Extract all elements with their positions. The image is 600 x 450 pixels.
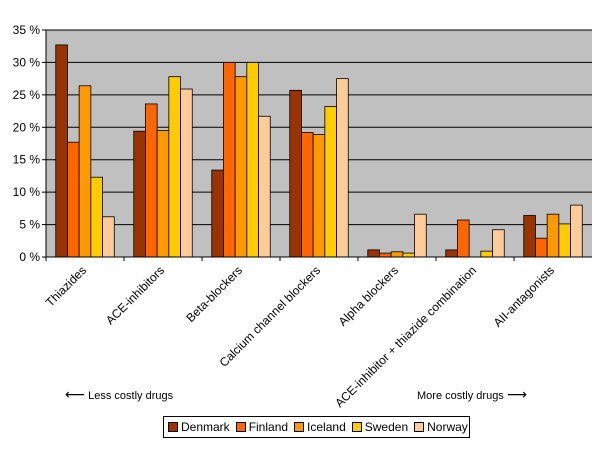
bar-denmark [523, 215, 536, 258]
bar-denmark [367, 249, 380, 258]
y-tick-label: 0 % [19, 250, 40, 264]
bar-denmark [55, 44, 68, 258]
bar-denmark [445, 249, 458, 258]
bar-denmark [133, 130, 146, 258]
bar-iceland [156, 130, 170, 258]
less-costly-note: ⟵ Less costly drugs [65, 386, 173, 403]
legend-item-iceland: Iceland [294, 420, 346, 434]
bar-iceland [312, 134, 326, 258]
legend-item-norway: Norway [414, 420, 468, 434]
bar-iceland [390, 251, 404, 258]
y-tick-label: 30 % [13, 55, 41, 69]
y-tick-label: 35 % [13, 23, 41, 37]
bar-finland [379, 252, 392, 258]
x-category-label: Alpha blockers [336, 263, 402, 329]
bar-sweden [558, 223, 571, 258]
bar-norway [258, 115, 271, 258]
chart-legend: Denmark Finland Iceland Sweden Norway [163, 416, 470, 438]
bar-finland [145, 103, 158, 258]
y-tick-label: 15 % [13, 153, 41, 167]
y-tick-label: 5 % [19, 218, 40, 232]
right-arrow-icon: ⟶ [506, 386, 527, 402]
bar-finland [457, 219, 470, 258]
bar-norway [180, 88, 193, 258]
bar-sweden [402, 252, 415, 258]
bar-sweden [246, 62, 259, 258]
bar-finland [535, 237, 548, 258]
legend-swatch-sweden [351, 422, 362, 432]
bar-iceland [234, 76, 248, 258]
bar-iceland [78, 85, 92, 258]
more-costly-label: More costly drugs [417, 390, 504, 402]
bar-norway [492, 229, 505, 258]
bar-norway [570, 204, 583, 258]
x-category-label: Beta-blockers [183, 263, 245, 325]
legend-label-finland: Finland [248, 420, 289, 434]
bar-norway [102, 216, 115, 258]
legend-item-denmark: Denmark [168, 420, 230, 434]
x-category-label: AII-antagonists [491, 263, 558, 330]
bar-sweden [324, 106, 337, 258]
legend-label-norway: Norway [427, 420, 468, 434]
bar-sweden [168, 76, 181, 258]
legend-swatch-denmark [168, 422, 178, 432]
bar-finland [223, 62, 236, 258]
bar-norway [336, 78, 349, 258]
y-tick-label: 10 % [13, 185, 41, 199]
bar-iceland [546, 213, 560, 258]
legend-label-iceland: Iceland [307, 420, 346, 434]
legend-item-finland: Finland [235, 420, 289, 434]
legend-label-sweden: Sweden [364, 420, 409, 434]
less-costly-label: Less costly drugs [88, 390, 174, 402]
y-tick-label: 20 % [13, 120, 41, 134]
x-category-label: ACE-inhibitors [103, 263, 167, 327]
bar-series [55, 44, 583, 258]
y-axis-ticks: 0 % 5 % 10 % 15 % 20 % 25 % 30 % 35 % [13, 23, 46, 264]
legend-swatch-iceland [294, 422, 305, 432]
y-tick-label: 25 % [13, 88, 41, 102]
bar-finland [67, 141, 80, 258]
bar-norway [414, 213, 427, 258]
bar-finland [301, 132, 314, 258]
x-category-label: Thiazides [43, 263, 89, 309]
bar-denmark [289, 89, 302, 258]
bar-sweden [90, 176, 103, 258]
more-costly-note: More costly drugs ⟶ [417, 386, 527, 403]
legend-swatch-norway [414, 422, 425, 432]
legend-swatch-finland [235, 422, 246, 432]
bar-sweden [480, 250, 493, 258]
left-arrow-icon: ⟵ [65, 386, 86, 402]
bar-denmark [211, 169, 224, 258]
legend-label-denmark: Denmark [181, 420, 230, 434]
legend-item-sweden: Sweden [351, 420, 409, 434]
